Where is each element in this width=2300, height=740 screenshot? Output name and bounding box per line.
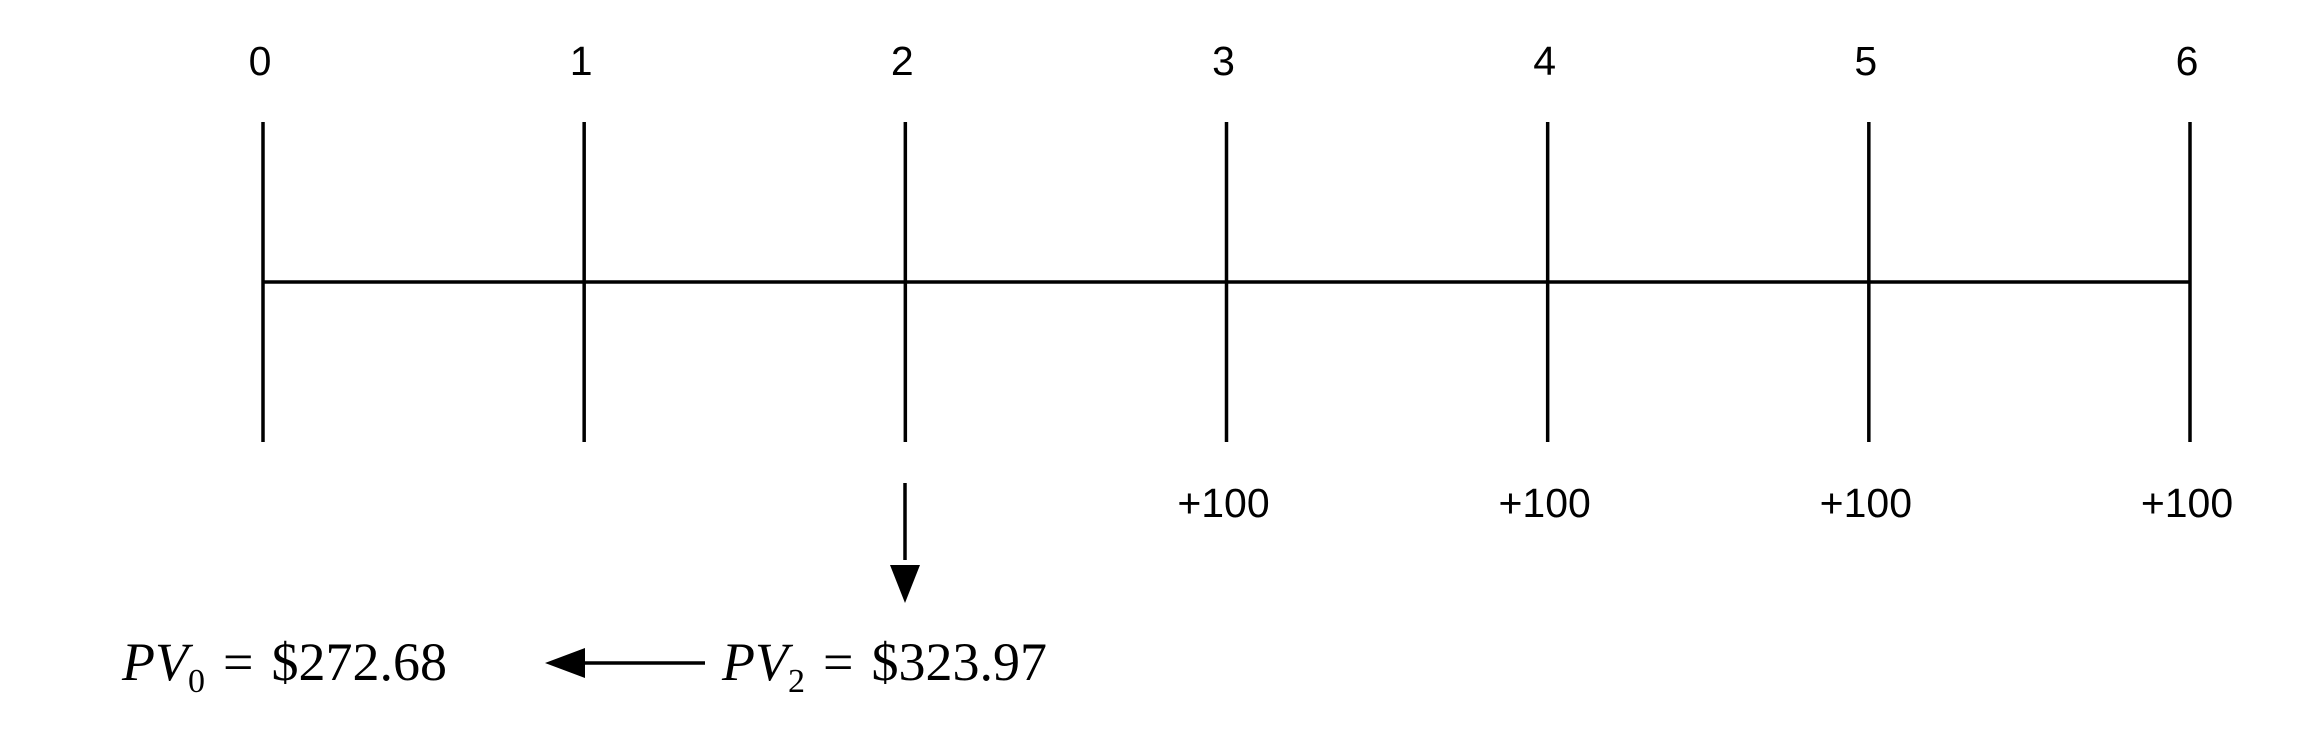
pv2-equals: = xyxy=(823,632,853,692)
pv0-value: $272.68 xyxy=(271,632,447,692)
cash-flow-label-period-5: +100 xyxy=(1820,480,1912,526)
pv0-expression: PV0 = $272.68 xyxy=(121,632,447,700)
period-label-2: 2 xyxy=(891,38,914,84)
period-label-3: 3 xyxy=(1212,38,1235,84)
pv0-symbol: PV xyxy=(121,632,194,692)
cash-flow-labels: +100 +100 +100 +100 xyxy=(1177,480,2233,526)
pv2-symbol: PV xyxy=(721,632,794,692)
cash-flow-label-period-6: +100 xyxy=(2141,480,2233,526)
discount-left-arrowhead xyxy=(545,648,585,678)
period-label-0: 0 xyxy=(249,38,272,84)
pv2-subscript: 2 xyxy=(788,663,805,700)
pv2-expression: PV2 = $323.97 xyxy=(721,632,1047,700)
period-label-6: 6 xyxy=(2176,38,2199,84)
discount-down-arrowhead xyxy=(890,565,920,603)
cash-flow-label-period-3: +100 xyxy=(1177,480,1269,526)
pv2-value: $323.97 xyxy=(871,632,1047,692)
period-label-4: 4 xyxy=(1533,38,1556,84)
pv0-equals: = xyxy=(223,632,253,692)
timeline-ticks xyxy=(261,122,2192,442)
period-label-5: 5 xyxy=(1854,38,1877,84)
period-labels: 0 1 2 3 4 5 6 xyxy=(249,38,2199,84)
period-label-1: 1 xyxy=(570,38,593,84)
cash-flow-label-period-4: +100 xyxy=(1498,480,1590,526)
pv0-subscript: 0 xyxy=(188,663,205,700)
